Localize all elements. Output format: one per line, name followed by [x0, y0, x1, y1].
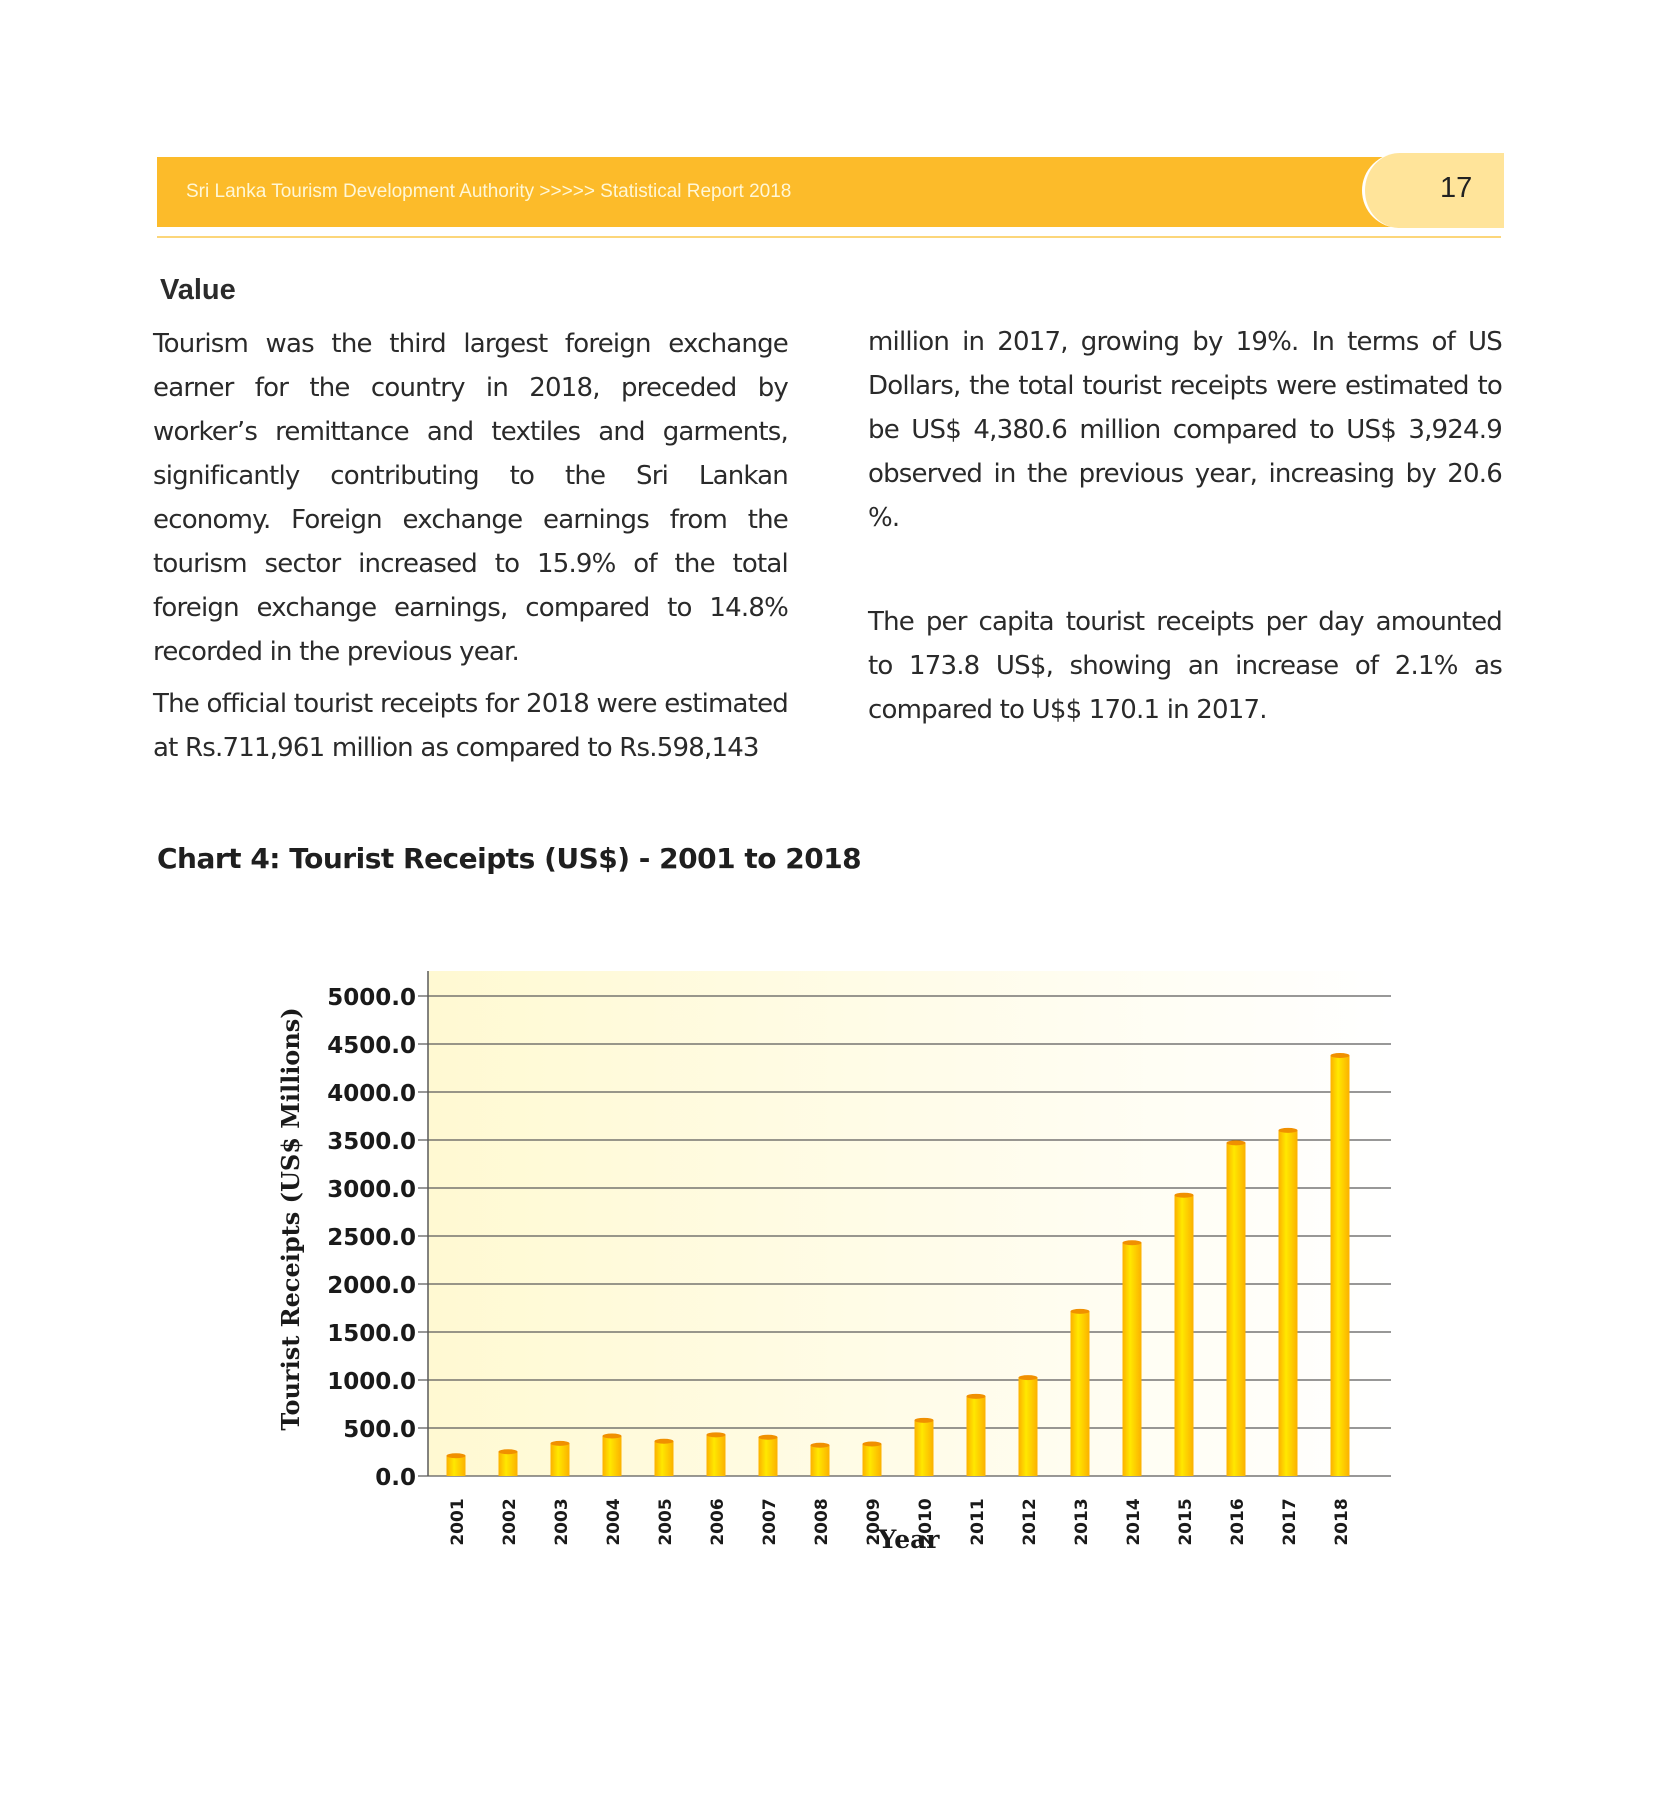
left-column: Tourism was the third largest foreign ex…: [153, 322, 789, 770]
paragraph-us-dollar-receipts: million in 2017, growing by 19%. In term…: [868, 327, 1503, 533]
chart-title: Chart 4: Tourist Receipts (US$) - 2001 t…: [157, 842, 862, 875]
bar-cap: [706, 1432, 726, 1438]
bar-cap: [966, 1393, 986, 1399]
bar-cap: [1226, 1140, 1246, 1146]
x-tick-label: 2014: [1124, 1498, 1144, 1545]
header-band: [157, 157, 1501, 227]
bar-cap: [1122, 1240, 1142, 1246]
y-tick-label: 1000.0: [327, 1369, 416, 1395]
x-tick-label: 2017: [1280, 1498, 1300, 1545]
x-tick-label: 2004: [604, 1498, 624, 1545]
x-tick-label: 2005: [656, 1498, 676, 1545]
bar-cap: [602, 1433, 622, 1439]
x-tick-label: 2001: [448, 1498, 468, 1545]
bar-cap: [446, 1453, 466, 1459]
paragraph-official-receipts: The official tourist receipts for 2018 w…: [153, 689, 789, 763]
x-tick-label: 2010: [916, 1498, 936, 1545]
bar-cap: [550, 1440, 570, 1446]
bar: [758, 1437, 778, 1476]
bar-cap: [654, 1438, 674, 1444]
y-tick-label: 0.0: [375, 1465, 416, 1491]
bar: [654, 1441, 674, 1476]
bar: [1174, 1195, 1194, 1476]
page-number: 17: [1440, 172, 1473, 204]
running-title: Sri Lanka Tourism Development Authority …: [186, 181, 792, 202]
bar-cap: [498, 1449, 518, 1455]
right-column: million in 2017, growing by 19%. In term…: [868, 320, 1503, 732]
bar: [1070, 1311, 1090, 1476]
bar-cap: [1330, 1053, 1350, 1059]
x-tick-label: 2016: [1228, 1498, 1248, 1545]
x-tick-label: 2002: [500, 1498, 520, 1545]
y-tick-label: 4000.0: [327, 1081, 416, 1107]
y-tick-label: 4500.0: [327, 1033, 416, 1059]
bar: [810, 1445, 830, 1476]
x-tick-label: 2008: [812, 1498, 832, 1545]
bar: [966, 1396, 986, 1476]
plot-area: [428, 971, 1391, 1476]
bar-cap: [914, 1417, 934, 1423]
x-tick-label: 2003: [552, 1498, 572, 1545]
x-tick-label: 2011: [968, 1498, 988, 1545]
bar: [1278, 1130, 1298, 1476]
y-tick-label: 3500.0: [327, 1129, 416, 1155]
x-tick-label: 2015: [1176, 1498, 1196, 1545]
y-tick-label: 5000.0: [327, 985, 416, 1011]
page-number-tab: [1362, 153, 1504, 228]
x-tick-label: 2012: [1020, 1498, 1040, 1545]
bar: [446, 1455, 466, 1476]
y-tick-label: 3000.0: [327, 1177, 416, 1203]
paragraph-foreign-exchange: Tourism was the third largest foreign ex…: [153, 329, 789, 667]
bar-cap: [1174, 1192, 1194, 1198]
paragraph-per-capita: The per capita tourist receipts per day …: [868, 607, 1503, 725]
x-axis-title: Year: [878, 1525, 941, 1554]
x-tick-label: 2006: [708, 1498, 728, 1545]
section-heading: Value: [160, 274, 236, 306]
bar-cap: [1278, 1127, 1298, 1133]
bar: [550, 1443, 570, 1476]
bar: [914, 1420, 934, 1476]
bar: [706, 1434, 726, 1476]
bar: [602, 1435, 622, 1476]
bar: [498, 1451, 518, 1476]
bar-cap: [758, 1434, 778, 1440]
header-rule: [157, 236, 1501, 238]
y-tick-label: 2000.0: [327, 1273, 416, 1299]
x-tick-label: 2009: [864, 1498, 884, 1545]
y-tick-label: 1500.0: [327, 1321, 416, 1347]
y-tick-label: 2500.0: [327, 1225, 416, 1251]
y-axis-title: Tourist Receipts (US$ Millions): [276, 1007, 305, 1430]
y-tick-label: 500.0: [343, 1417, 416, 1443]
x-tick-label: 2007: [760, 1498, 780, 1545]
bar-cap: [1018, 1375, 1038, 1381]
x-tick-label: 2013: [1072, 1498, 1092, 1545]
bar-cap: [810, 1442, 830, 1448]
bar: [1226, 1142, 1246, 1476]
bar-cap: [862, 1441, 882, 1447]
bar: [862, 1444, 882, 1476]
bar: [1122, 1242, 1142, 1476]
bar: [1330, 1055, 1350, 1476]
bar-cap: [1070, 1308, 1090, 1314]
bar: [1018, 1377, 1038, 1476]
x-tick-label: 2018: [1332, 1498, 1352, 1545]
